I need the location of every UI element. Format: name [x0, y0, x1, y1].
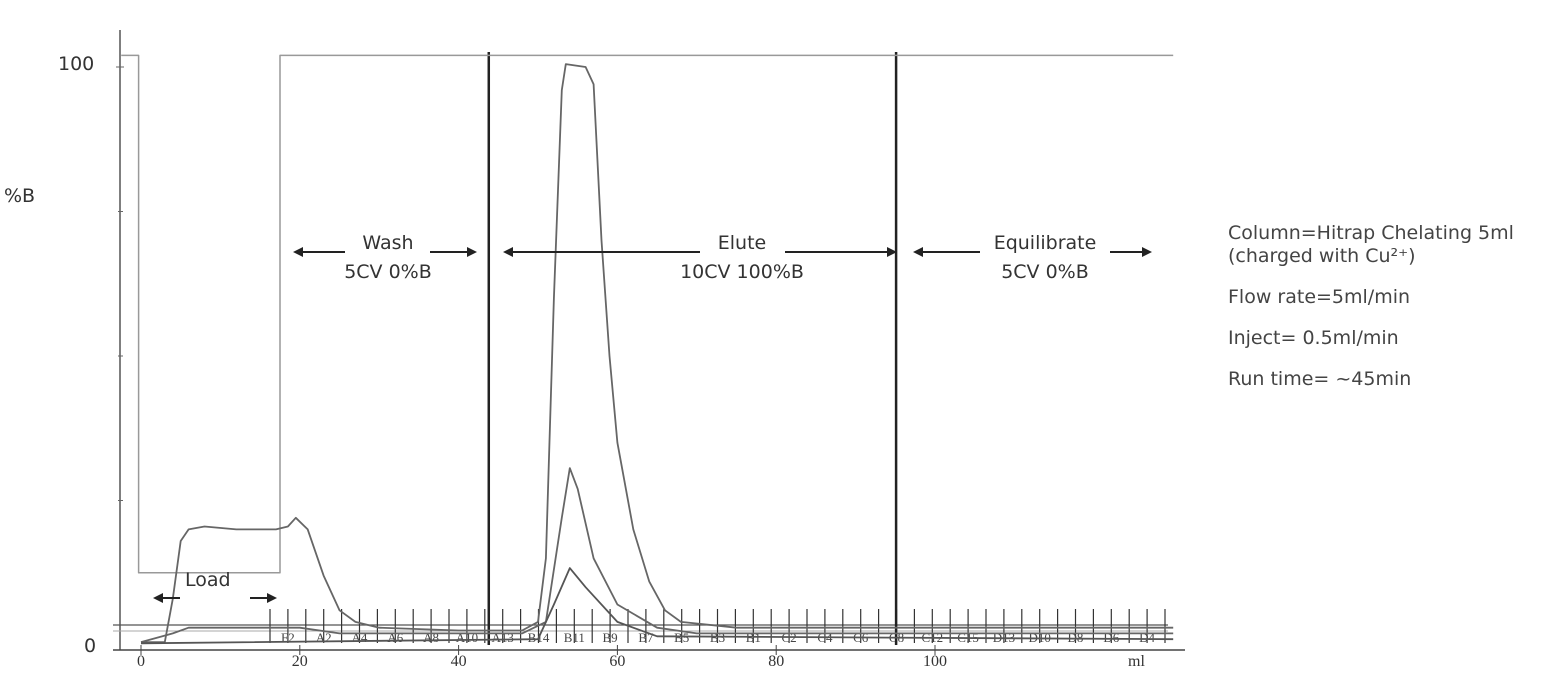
fraction-label: A8 [423, 630, 439, 645]
info-charged: (charged with Cu²⁺) [1228, 245, 1416, 267]
equilibrate-label: Equilibrate [994, 232, 1097, 254]
x-axis-label: ml [1128, 653, 1145, 670]
annotation-equilibrate: Equilibrate 5CV 0%B [913, 232, 1152, 283]
x-tick-label: 20 [292, 653, 308, 670]
series-uv-trace-3 [140, 567, 1174, 645]
series-uv-trace-2 [140, 467, 1174, 643]
annotation-elute: Elute 10CV 100%B [503, 232, 897, 283]
load-label: Load [185, 569, 231, 591]
run-info: Column=Hitrap Chelating 5ml (charged wit… [1228, 222, 1514, 409]
elute-sublabel: 10CV 100%B [680, 261, 804, 283]
annotation-load: Load [153, 569, 277, 603]
fraction-label: D4 [1139, 630, 1155, 645]
info-column: Column=Hitrap Chelating 5ml [1228, 222, 1514, 244]
series-percent-B [121, 54, 1174, 574]
x-tick-labels: 0 20 40 60 80 100 [137, 653, 947, 670]
x-tick-label: 80 [768, 653, 784, 670]
y-axis-label: %B [4, 185, 35, 207]
wash-sublabel: 5CV 0%B [344, 261, 432, 283]
elute-label: Elute [718, 232, 766, 254]
annotation-wash: Wash 5CV 0%B [293, 232, 477, 283]
y-tick-100: 100 [58, 53, 94, 75]
wash-label: Wash [362, 232, 413, 254]
fraction-label: D8 [1068, 630, 1084, 645]
fraction-label: B5 [674, 630, 689, 645]
x-tick-label: 40 [451, 653, 467, 670]
equilibrate-sublabel: 5CV 0%B [1001, 261, 1089, 283]
x-tick-label: 0 [137, 653, 145, 670]
axes [113, 30, 1185, 655]
fraction-label: A10 [456, 630, 478, 645]
fraction-label: A13 [492, 630, 514, 645]
info-flow-rate: Flow rate=5ml/min [1228, 286, 1411, 308]
fraction-label: B11 [564, 630, 585, 645]
fraction-label: D6 [1103, 630, 1119, 645]
x-tick-label: 100 [923, 653, 947, 670]
series-group [121, 52, 1174, 645]
info-inject: Inject= 0.5ml/min [1228, 327, 1399, 349]
fraction-label: A6 [387, 630, 403, 645]
series-uv-trace-1 [141, 63, 1174, 643]
x-tick-label: 60 [609, 653, 625, 670]
fraction-label: B9 [603, 630, 618, 645]
fraction-label: F2 [281, 630, 295, 645]
fraction-label: D10 [1029, 630, 1051, 645]
info-run-time: Run time= ~45min [1228, 368, 1412, 390]
fraction-label: A4 [352, 630, 368, 645]
y-tick-0: 0 [84, 635, 96, 657]
